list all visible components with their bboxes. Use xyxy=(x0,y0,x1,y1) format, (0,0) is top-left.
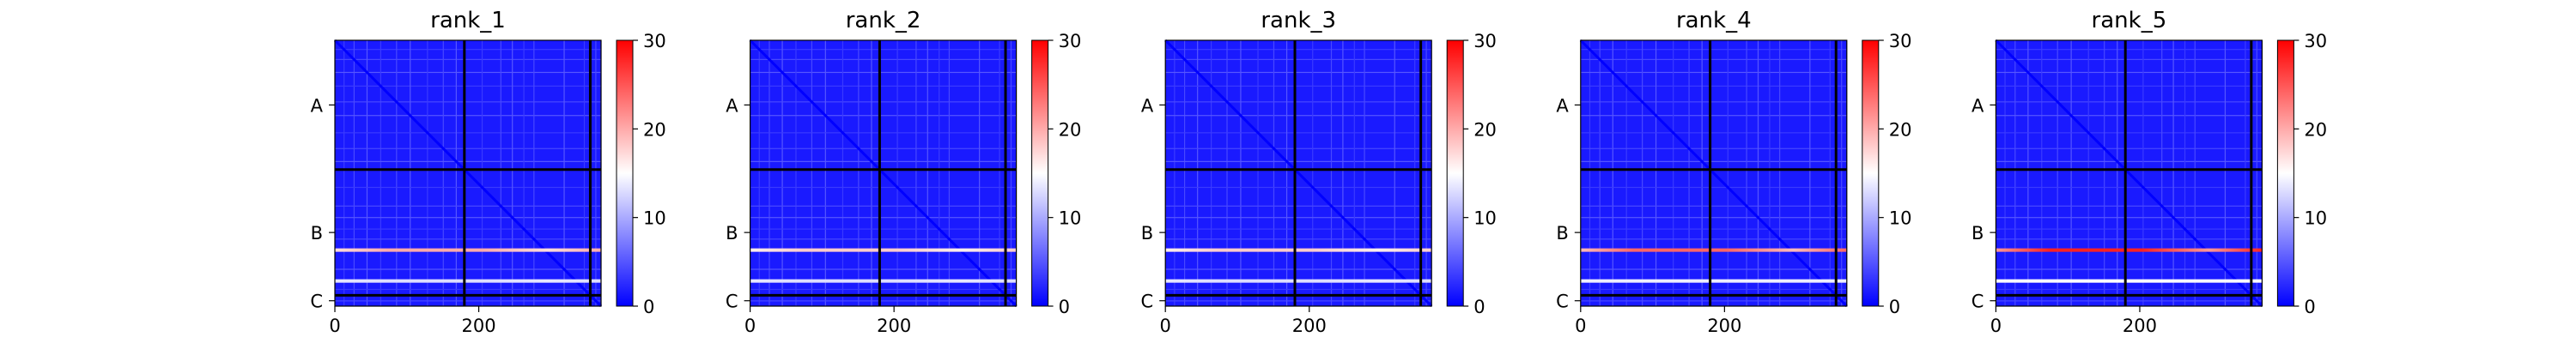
x-tick-label: 0 xyxy=(329,316,340,336)
heatmap-texture xyxy=(1580,40,1847,306)
colorbar xyxy=(616,39,634,307)
y-tick-label: C xyxy=(1971,292,1984,312)
y-tick-label: C xyxy=(310,292,323,312)
colorbar-tick-label: 20 xyxy=(1473,119,1497,140)
colorbar-tick-label: 20 xyxy=(2304,119,2327,140)
colorbar xyxy=(1862,39,1880,307)
panel-title: rank_5 xyxy=(2092,8,2167,33)
axes-frame xyxy=(334,39,602,307)
heatmap-texture xyxy=(1165,40,1432,306)
x-tick-label: 200 xyxy=(462,316,496,336)
colorbar-tick-label: 10 xyxy=(1473,208,1497,229)
colorbar-tick-label: 0 xyxy=(643,297,654,317)
colorbar-tick-label: 0 xyxy=(1059,297,1070,317)
heatmap-bright-row xyxy=(1996,248,2263,252)
y-tick-label: A xyxy=(1971,95,1984,116)
colorbar-tick-label: 30 xyxy=(2304,31,2327,51)
heatmap-bright-row xyxy=(1165,279,1432,283)
heatmap-texture xyxy=(335,40,601,306)
colorbar-tick-label: 10 xyxy=(2304,208,2327,229)
colorbar-tick-label: 30 xyxy=(1889,31,1912,51)
axes-frame xyxy=(1580,39,1848,307)
x-tick-label: 200 xyxy=(1292,316,1327,336)
y-tick-label: A xyxy=(726,95,738,116)
colorbar-tick-label: 20 xyxy=(1059,119,1082,140)
axes-frame xyxy=(749,39,1018,307)
y-tick-label: C xyxy=(726,292,738,312)
panel-title: rank_4 xyxy=(1676,8,1752,33)
colorbar-tick-label: 10 xyxy=(643,208,666,229)
colorbar-tick-label: 10 xyxy=(1889,208,1912,229)
x-tick-label: 0 xyxy=(744,316,756,336)
heatmap-diagonal xyxy=(1579,39,1848,308)
heatmap-bright-row xyxy=(1996,279,2263,283)
y-tick-label: A xyxy=(1556,95,1569,116)
heatmap-bright-row xyxy=(750,279,1017,283)
y-tick-label: B xyxy=(1971,223,1984,244)
colorbar-tick-label: 0 xyxy=(1889,297,1900,317)
colorbar-tick-label: 0 xyxy=(1473,297,1485,317)
x-tick-label: 0 xyxy=(1160,316,1171,336)
colorbar-tick-label: 30 xyxy=(1059,31,1082,51)
colorbar xyxy=(1031,39,1049,307)
axes-frame xyxy=(1164,39,1432,307)
y-tick-label: C xyxy=(1556,292,1569,312)
heatmap-bright-row xyxy=(1580,279,1847,283)
y-tick-label: B xyxy=(311,223,323,244)
heatmap-diagonal xyxy=(749,39,1018,308)
y-tick-label: B xyxy=(726,223,738,244)
heatmap-texture xyxy=(750,40,1017,306)
y-tick-label: A xyxy=(311,95,324,116)
y-tick-label: B xyxy=(1556,223,1568,244)
colorbar-tick-label: 30 xyxy=(1473,31,1497,51)
axes-frame xyxy=(1995,39,2263,307)
panel-title: rank_3 xyxy=(1261,8,1336,33)
heatmap-texture xyxy=(1996,40,2263,306)
x-tick-label: 200 xyxy=(877,316,911,336)
heatmap-diagonal xyxy=(1995,39,2263,308)
colorbar-tick-label: 30 xyxy=(643,31,666,51)
panel-title: rank_1 xyxy=(430,8,506,33)
y-tick-label: A xyxy=(1141,95,1154,116)
colorbar-tick-label: 10 xyxy=(1059,208,1082,229)
heatmap-diagonal xyxy=(1164,39,1433,308)
heatmap-bright-row xyxy=(750,248,1017,252)
x-tick-label: 0 xyxy=(1575,316,1586,336)
panel-title: rank_2 xyxy=(846,8,921,33)
x-tick-label: 200 xyxy=(1707,316,1741,336)
colorbar xyxy=(1446,39,1464,307)
heatmap-bright-row xyxy=(1165,248,1432,252)
y-tick-label: C xyxy=(1141,292,1154,312)
colorbar-tick-label: 20 xyxy=(1889,119,1912,140)
y-tick-label: B xyxy=(1141,223,1153,244)
colorbar-tick-label: 0 xyxy=(2304,297,2315,317)
heatmap-diagonal xyxy=(333,39,603,308)
colorbar-tick-label: 20 xyxy=(643,119,666,140)
x-tick-label: 200 xyxy=(2123,316,2157,336)
heatmap-bright-row xyxy=(335,248,601,252)
heatmap-bright-row xyxy=(335,279,601,283)
colorbar xyxy=(2276,39,2294,307)
x-tick-label: 0 xyxy=(1990,316,2002,336)
heatmap-bright-row xyxy=(1580,248,1847,252)
